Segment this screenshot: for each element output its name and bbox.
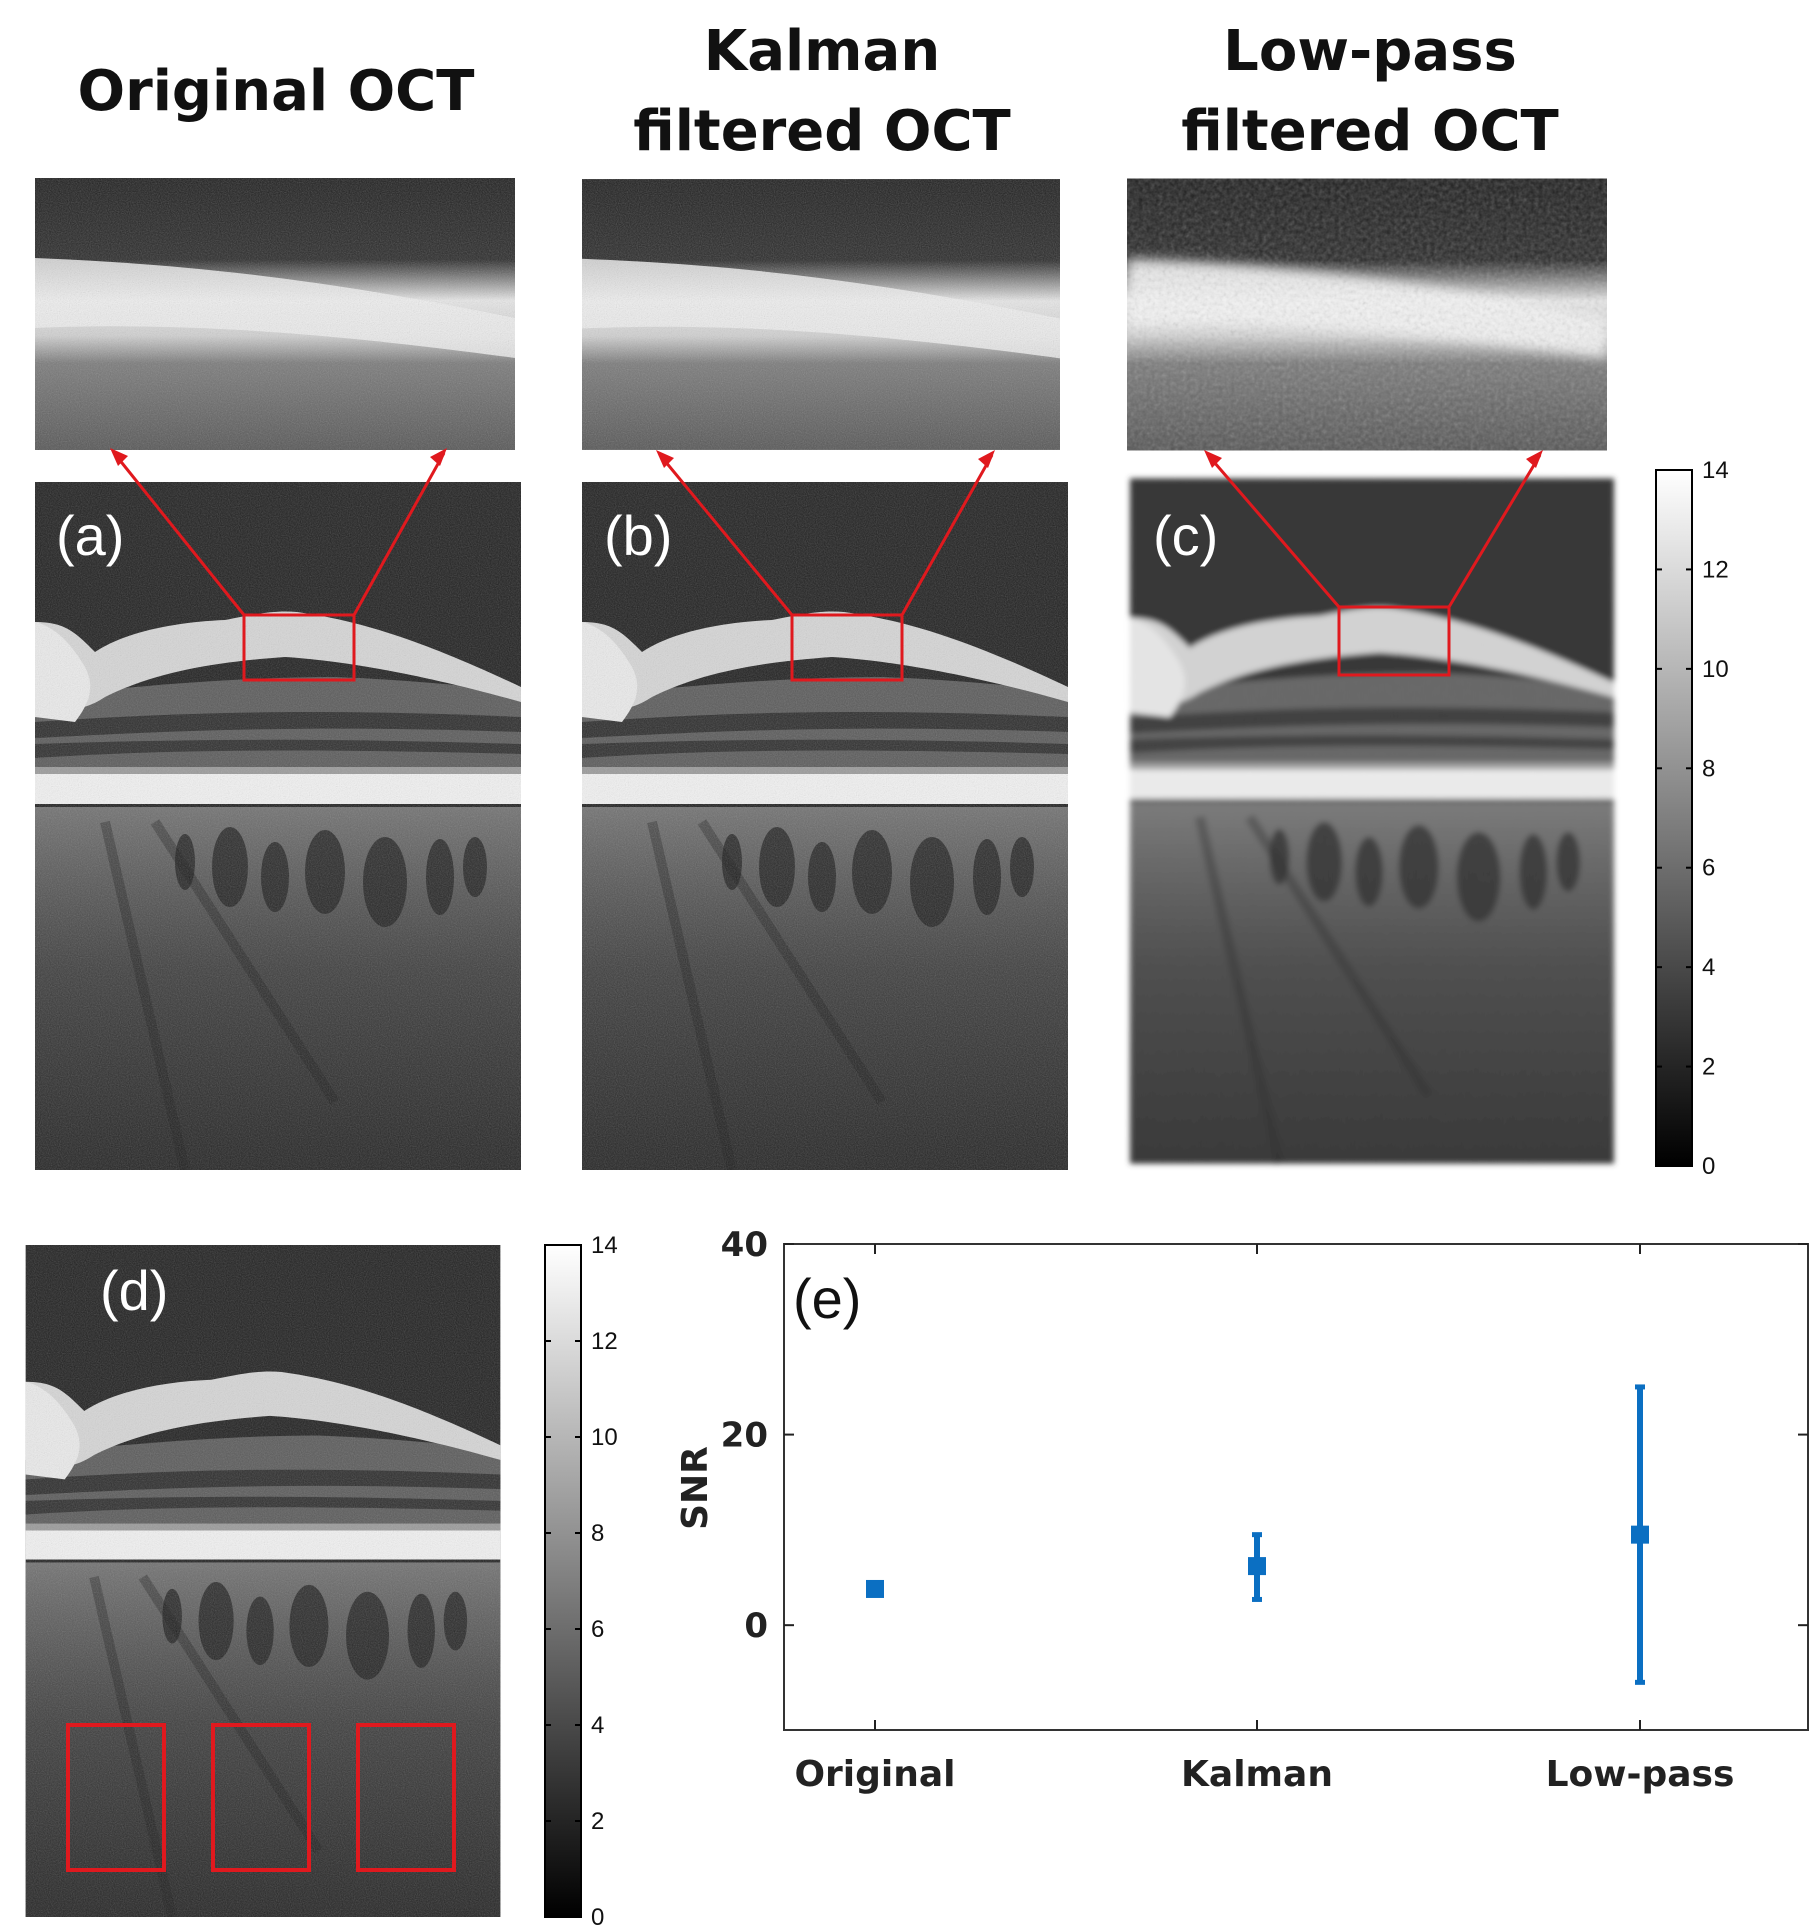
colorbar-bottom-tick-label: 10 (591, 1424, 618, 1451)
colorbar-bottom-tick-label: 6 (591, 1616, 604, 1643)
panel-label-a: (a) (56, 504, 124, 567)
roi-arrow-a-right (352, 452, 446, 616)
roi-arrowheads (110, 448, 1543, 468)
x-tick-label-low-pass: Low-pass (1546, 1754, 1735, 1795)
arrowhead-b-right (978, 450, 995, 468)
roi-arrow-b-left (658, 454, 794, 616)
snr-y-axis-label: SNR (675, 1446, 716, 1530)
title-kalman-line2: filtered OCT (633, 99, 1011, 164)
colorbar-bottom-tick-label: 4 (591, 1712, 604, 1739)
arrowhead-b-left (656, 450, 674, 468)
roi-box-d-2 (211, 1723, 311, 1872)
colorbar-bottom: 0 2 4 6 8 10 12 14 (544, 1232, 618, 1928)
title-original: Original OCT (78, 59, 475, 124)
data-point-original (866, 1579, 884, 1598)
snr-plot-frame (783, 1243, 1809, 1731)
y-tick-label: 20 (721, 1416, 768, 1456)
title-lowpass-line1: Low-pass (1223, 19, 1517, 84)
colorbar-top-tick-label: 10 (1702, 656, 1729, 683)
roi-arrow-b-right (900, 454, 994, 616)
panel-label-d: (d) (100, 1259, 168, 1322)
zoom-inset-c (1127, 179, 1607, 451)
arrowhead-a-left (110, 448, 128, 466)
data-point-kalman (1248, 1557, 1266, 1576)
colorbar-top-tick-label: 2 (1702, 1054, 1715, 1081)
zoom-inset-a (35, 178, 515, 450)
roi-arrow-c-left (1206, 454, 1341, 608)
roi-box-c (1337, 605, 1451, 677)
colorbar-bottom-tick-label: 2 (591, 1808, 604, 1835)
y-tick-label: 0 (744, 1606, 768, 1646)
title-kalman-line1: Kalman (704, 19, 940, 84)
title-lowpass-line2: filtered OCT (1181, 99, 1559, 164)
snr-chart: (e) SNR 0 20 40 Original Kalman Low-pass (675, 1225, 1809, 1795)
colorbar-bottom-tick-label: 0 (591, 1904, 604, 1928)
roi-boxes-d (66, 1723, 456, 1872)
arrowhead-c-left (1204, 450, 1222, 468)
title-kalman: Kalman filtered OCT (633, 19, 1011, 164)
roi-arrow-c-right (1447, 454, 1542, 608)
panel-label-b: (b) (604, 504, 672, 567)
x-tick-label-kalman: Kalman (1181, 1754, 1333, 1795)
roi-box-d-3 (356, 1723, 456, 1872)
zoom-inset-b (582, 179, 1060, 450)
arrowhead-a-right (430, 448, 447, 466)
roi-arrow-a-left (112, 452, 246, 616)
panel-label-c: (c) (1153, 504, 1218, 567)
title-lowpass: Low-pass filtered OCT (1181, 19, 1559, 164)
data-point-low-pass (1631, 1525, 1649, 1544)
colorbar-bottom-tick-label: 14 (591, 1232, 618, 1259)
roi-box-a (242, 613, 356, 682)
roi-annotations-top (112, 452, 1542, 682)
colorbar-top-tick-label: 0 (1702, 1153, 1715, 1180)
title-original-line1: Original OCT (78, 59, 475, 124)
oct-panel-b (582, 482, 1068, 1170)
roi-box-d-1 (66, 1723, 166, 1872)
oct-panel-d (26, 1245, 501, 1917)
colorbar-top: 0 2 4 6 8 10 12 14 (1655, 457, 1729, 1180)
x-tick-label-original: Original (794, 1754, 955, 1795)
colorbar-bottom-tick-label: 12 (591, 1328, 618, 1355)
colorbar-top-tick-label: 12 (1702, 556, 1729, 583)
colorbar-bottom-tick-label: 8 (591, 1520, 604, 1547)
panel-label-e: (e) (793, 1267, 861, 1330)
oct-panel-c (1130, 478, 1614, 1163)
colorbar-top-tick-label: 14 (1702, 457, 1729, 484)
colorbar-top-tick-label: 8 (1702, 755, 1715, 782)
colorbar-top-tick-label: 4 (1702, 954, 1715, 981)
roi-box-b (790, 613, 904, 682)
colorbar-top-tick-label: 6 (1702, 855, 1715, 882)
y-tick-label: 40 (721, 1225, 768, 1265)
oct-panel-a (35, 482, 521, 1170)
arrowhead-c-right (1526, 450, 1543, 468)
